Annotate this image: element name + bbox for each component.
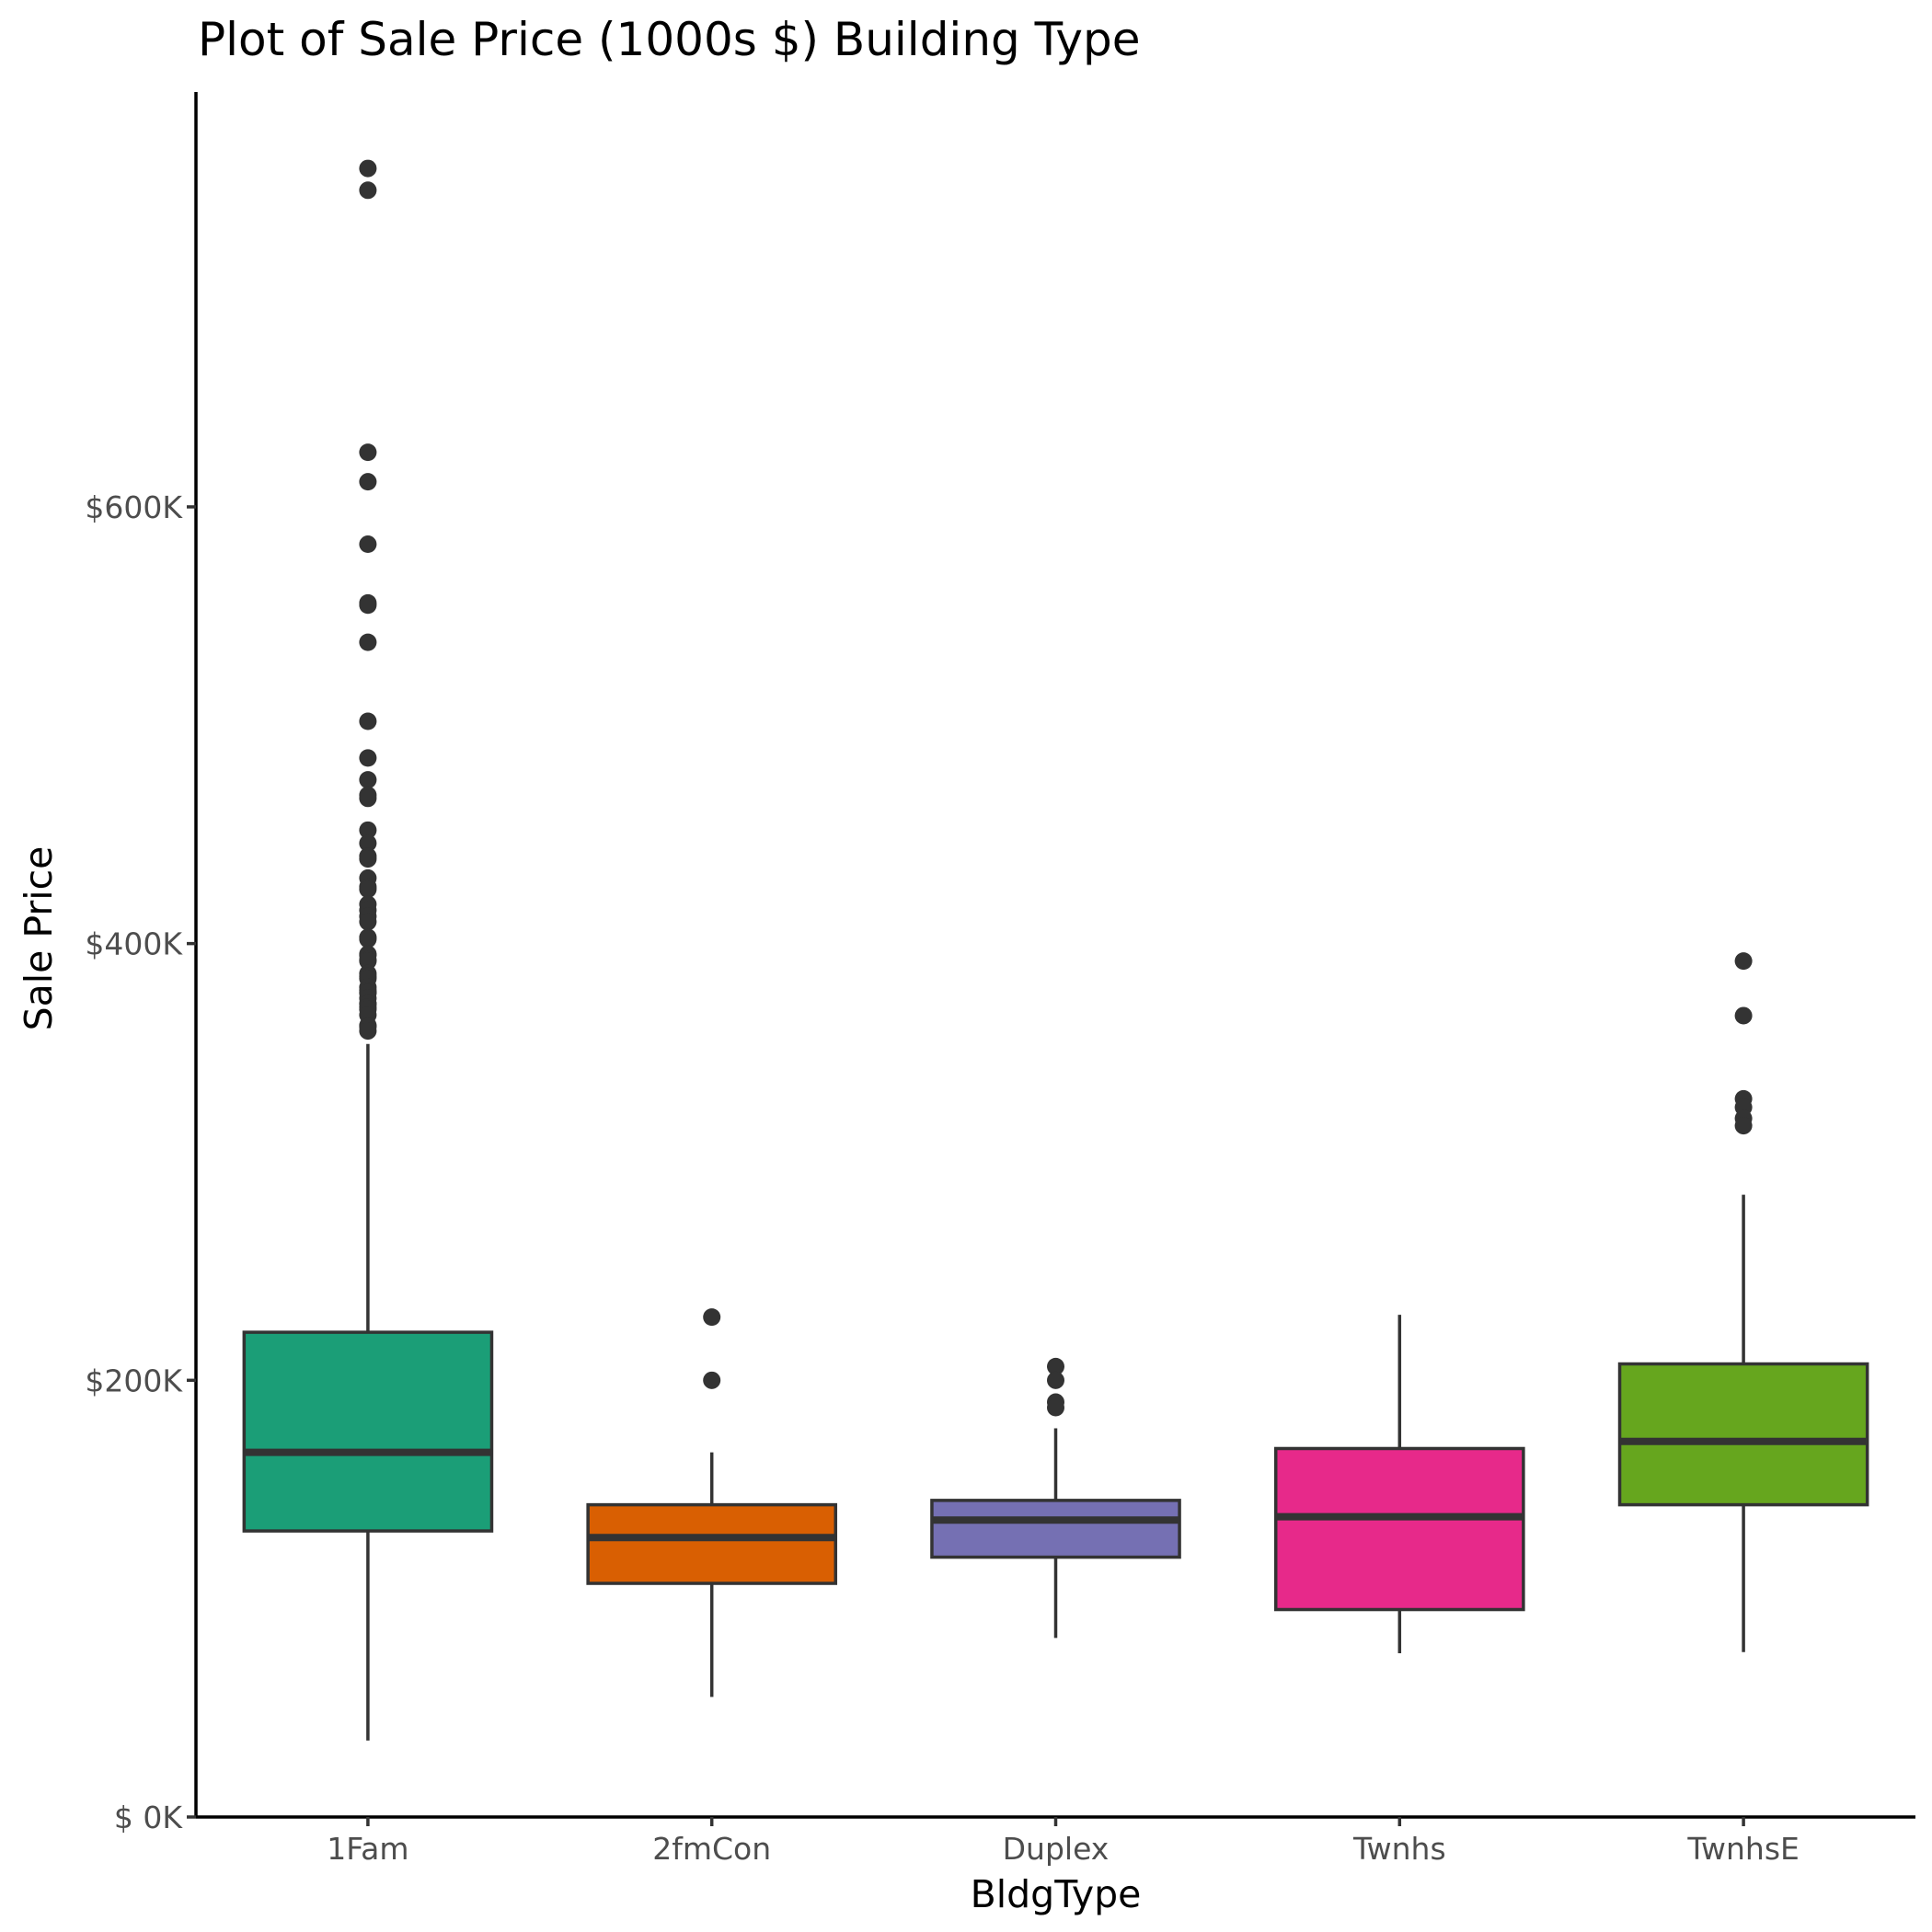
outlier-point — [359, 771, 377, 789]
outlier-point — [359, 181, 377, 200]
x-tick-label: 1Fam — [327, 1831, 408, 1867]
box-group-2fmcon — [586, 1308, 838, 1697]
box-iqr — [242, 1330, 494, 1533]
outlier-point — [359, 596, 377, 615]
outlier-point — [359, 712, 377, 730]
outlier-point — [359, 443, 377, 462]
box-group-twnhs — [1273, 1315, 1525, 1653]
x-axis-title: BldgType — [971, 1872, 1142, 1916]
box-iqr — [586, 1502, 838, 1585]
box-iqr — [1273, 1446, 1525, 1612]
y-axis-title: Sale Price — [17, 846, 61, 1031]
outlier-point — [359, 952, 377, 971]
y-tick-label: $600K — [85, 489, 183, 525]
outlier-point — [359, 633, 377, 651]
box-iqr — [930, 1499, 1181, 1559]
outlier-point — [1734, 952, 1753, 971]
outlier-point — [359, 159, 377, 178]
outlier-point — [359, 913, 377, 931]
axes: $ 0K $200K $400K $600K 1Fam 2fmCon Duplex Twnhs… — [85, 92, 1915, 1867]
y-tick-label: $400K — [85, 926, 183, 962]
outlier-point — [359, 834, 377, 852]
box-group-1fam — [242, 159, 494, 1741]
outlier-point — [359, 789, 377, 808]
y-tick-label: $200K — [85, 1363, 183, 1398]
x-tick-label: Duplex — [1003, 1831, 1110, 1867]
box-group-twnhse — [1617, 952, 1869, 1652]
x-tick-label: 2fmCon — [652, 1831, 771, 1867]
box-group-duplex — [930, 1357, 1181, 1639]
outlier-point — [1734, 1117, 1753, 1135]
outlier-point — [703, 1308, 721, 1327]
outlier-point — [359, 535, 377, 554]
y-tick-label: $ 0K — [114, 1800, 183, 1835]
outlier-point — [1734, 1006, 1753, 1025]
outlier-point — [359, 880, 377, 899]
outlier-point — [359, 1022, 377, 1041]
outlier-point — [359, 749, 377, 767]
outlier-point — [1047, 1398, 1064, 1417]
outlier-point — [359, 930, 377, 949]
outlier-point — [1047, 1357, 1064, 1375]
outlier-point — [703, 1371, 721, 1389]
outlier-point — [1047, 1371, 1064, 1389]
outlier-point — [359, 850, 377, 868]
x-tick-label: Twnhs — [1352, 1831, 1446, 1867]
x-tick-label: TwnhsE — [1686, 1831, 1800, 1867]
plot-area — [242, 159, 1869, 1741]
outlier-point — [359, 473, 377, 491]
box-iqr — [1617, 1362, 1869, 1507]
chart-title: Plot of Sale Price (1000s $) Building Ty… — [198, 13, 1141, 66]
outlier-point — [359, 821, 377, 839]
